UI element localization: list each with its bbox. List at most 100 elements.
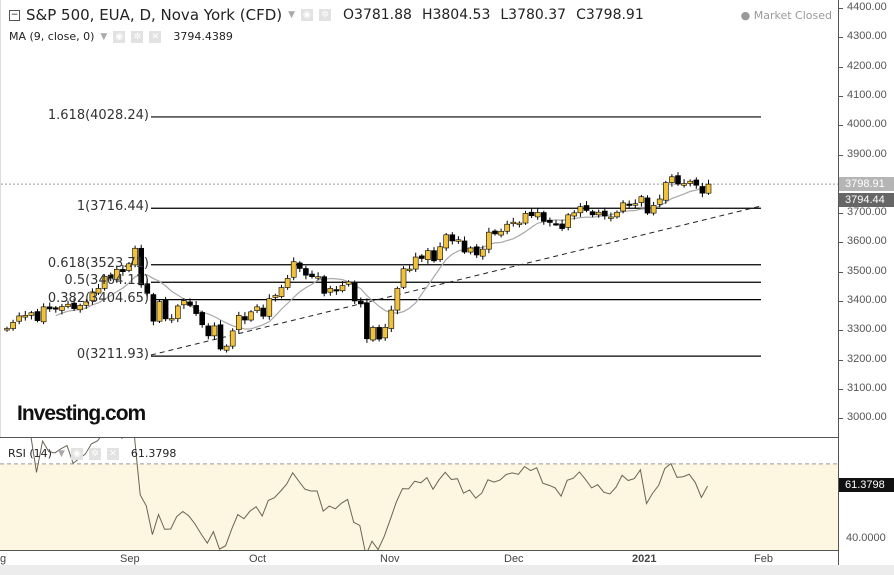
price-axis-label: 4100.00 (847, 88, 887, 101)
price-axis-label: 3400.00 (847, 294, 887, 306)
candle (223, 344, 230, 353)
close-icon[interactable]: ✕ (106, 447, 119, 460)
time-axis-label: Feb (754, 553, 773, 565)
gear-icon[interactable]: ✲ (88, 447, 101, 460)
candle (516, 221, 523, 228)
candle (248, 310, 254, 322)
candle (217, 320, 224, 351)
candle (138, 244, 144, 288)
chevron-down-icon[interactable]: ▼ (100, 31, 108, 42)
ma-label[interactable]: MA (9, close, 0) (9, 30, 95, 43)
candle (205, 323, 212, 340)
candle (16, 312, 22, 325)
candle (479, 245, 486, 260)
candle (22, 310, 29, 321)
candle (175, 304, 181, 323)
candle (181, 298, 187, 309)
price-axis-label: 3100.00 (847, 381, 887, 394)
candle (547, 217, 553, 227)
candle (608, 212, 614, 222)
price-axis-label: 3600.00 (847, 235, 887, 248)
candle (510, 217, 517, 227)
candle (95, 284, 102, 295)
rsi-line (30, 438, 708, 551)
candle (662, 180, 669, 204)
candle (540, 210, 547, 225)
price-axis[interactable]: 4400.00 4300.00 4200.00 4100.00 4000.00 3900.… (838, 0, 894, 565)
candle (59, 303, 65, 315)
investing-logo: Investing.com (17, 402, 146, 425)
candle (357, 297, 364, 308)
close-icon[interactable]: ✕ (149, 30, 162, 43)
candle (425, 247, 431, 264)
candle (236, 311, 242, 334)
candle (461, 236, 468, 254)
candle (315, 272, 321, 281)
candle (296, 261, 303, 272)
candle (327, 285, 334, 296)
candle (406, 265, 413, 273)
candle (498, 228, 504, 238)
rsi-panel[interactable]: RSI (14) ▼ ◉ ✲ ✕ 61.3798 (0, 437, 838, 551)
high-value: H3804.53 (421, 7, 491, 23)
candle (187, 298, 193, 308)
candle (272, 293, 279, 302)
time-axis-label: Oct (249, 553, 267, 565)
candle (620, 200, 626, 214)
price-chart[interactable]: − S&P 500, EUA, D, Nova York (CFD) ▼ ◉ ✲ … (0, 0, 839, 437)
candle (65, 300, 71, 309)
candle (370, 325, 376, 342)
trend-line[interactable] (150, 205, 762, 356)
ma-legend: MA (9, close, 0) ▼ ◉ ✲ ✕ 3794.4389 (9, 30, 233, 43)
candle (400, 266, 407, 289)
chevron-down-icon[interactable]: ▼ (57, 448, 65, 459)
time-axis[interactable]: g Sep Oct Nov Dec 2021 Feb (0, 550, 838, 565)
candle (467, 246, 474, 255)
fib-level-label: 0.5(3464.11) (64, 273, 149, 289)
collapse-icon[interactable]: − (9, 9, 20, 21)
candle (443, 233, 450, 251)
candle (266, 294, 273, 320)
candle (601, 207, 608, 220)
candle (260, 304, 267, 320)
eye-icon[interactable]: ◉ (113, 30, 126, 43)
candle (650, 201, 657, 216)
candle (28, 310, 35, 320)
rsi-label[interactable]: RSI (14) (8, 447, 52, 460)
candle (83, 299, 90, 309)
candle (168, 314, 175, 323)
eye-icon[interactable]: ◉ (70, 447, 83, 460)
time-axis-label: Dec (504, 553, 524, 565)
rsi-plot (0, 438, 838, 551)
symbol-legend: − S&P 500, EUA, D, Nova York (CFD) ▼ ◉ ✲ … (9, 6, 644, 24)
candle (254, 304, 260, 314)
eye-icon[interactable]: ◉ (301, 9, 314, 21)
candle (71, 298, 77, 311)
candle (675, 172, 681, 186)
price-axis-label: 4200.00 (847, 59, 887, 72)
rsi-value: 61.3798 (130, 447, 177, 460)
rsi-axis-label: 40.0000 (846, 532, 886, 544)
fib-level-label: 0.382(3404.65) (47, 290, 149, 306)
chevron-down-icon[interactable]: ▼ (288, 10, 296, 20)
symbol-title[interactable]: S&P 500, EUA, D, Nova York (CFD) (26, 6, 283, 24)
candle (492, 229, 498, 236)
candle (632, 199, 639, 209)
candle (229, 328, 236, 350)
candle (486, 227, 492, 254)
candle (534, 208, 541, 220)
candle (132, 245, 138, 268)
candle (290, 257, 297, 281)
candle (553, 220, 559, 226)
time-axis-label: 2021 (632, 553, 657, 565)
candle (309, 270, 315, 279)
price-axis-label: 3500.00 (847, 264, 887, 277)
gear-icon[interactable]: ✲ (131, 30, 144, 43)
candle (156, 298, 163, 323)
candle (394, 286, 401, 315)
rsi-band (0, 463, 838, 551)
candle (693, 177, 700, 189)
gear-icon[interactable]: ✲ (319, 9, 332, 21)
candle (644, 195, 651, 215)
candle (126, 262, 132, 273)
